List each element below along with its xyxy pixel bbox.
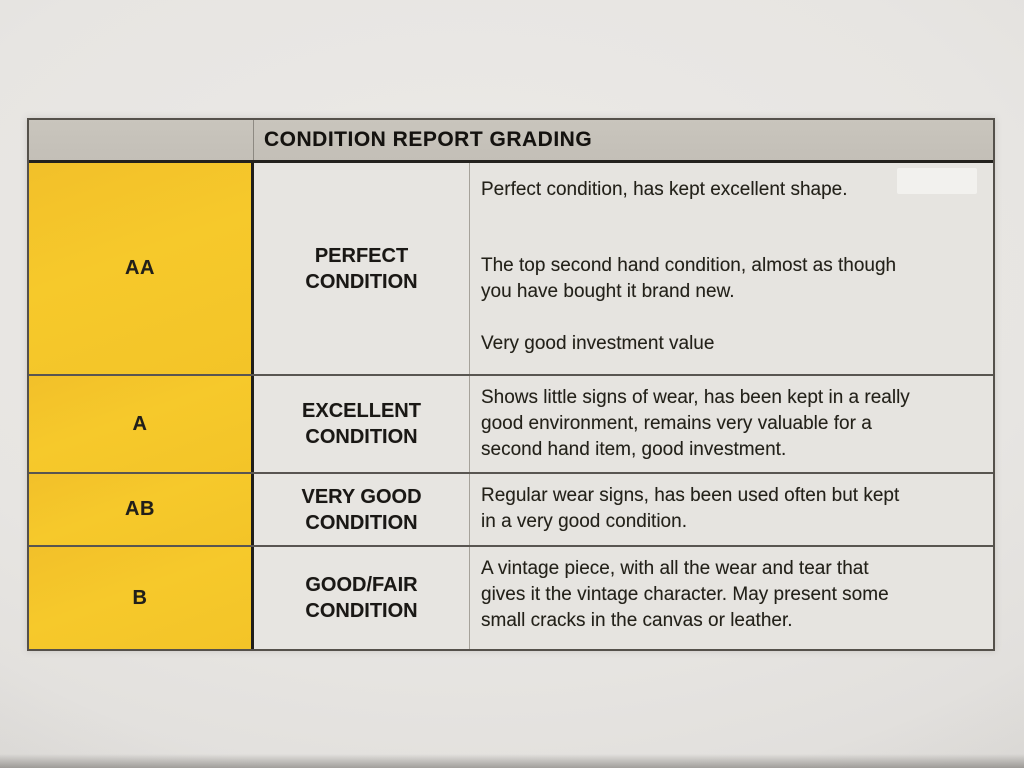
- condition-label-line: CONDITION: [305, 426, 418, 448]
- description-paragraph: A vintage piece, with all the wear and t…: [481, 556, 987, 634]
- description-line: gives it the vintage character. May pres…: [481, 584, 889, 605]
- table-row-ab: AB VERY GOOD CONDITION Regular wear sign…: [29, 472, 993, 545]
- grade-cell-a: A: [29, 376, 254, 472]
- grade-label: AB: [125, 498, 155, 520]
- description-line: good environment, remains very valuable …: [481, 413, 872, 434]
- description-line: Shows little signs of wear, has been kep…: [481, 387, 910, 408]
- description-line: Very good investment value: [481, 333, 715, 354]
- grade-cell-ab: AB: [29, 474, 254, 545]
- condition-cell-b: GOOD/FAIR CONDITION: [254, 547, 470, 649]
- description-paragraph: The top second hand condition, almost as…: [481, 253, 987, 305]
- description-paragraph: Very good investment value: [481, 331, 987, 357]
- table-row-b: B GOOD/FAIR CONDITION A vintage piece, w…: [29, 545, 993, 649]
- condition-label-line: CONDITION: [305, 270, 418, 293]
- condition-label-line: EXCELLENT: [302, 400, 421, 422]
- condition-cell-a: EXCELLENT CONDITION: [254, 376, 470, 472]
- grade-label: A: [132, 412, 148, 435]
- condition-label-line: GOOD/FAIR: [305, 574, 418, 596]
- table-row-aa: AA PERFECT CONDITION Perfect condition, …: [29, 163, 993, 374]
- condition-label-line: CONDITION: [305, 600, 418, 622]
- description-line: A vintage piece, with all the wear and t…: [481, 558, 869, 579]
- description-cell-ab: Regular wear signs, has been used often …: [470, 474, 993, 545]
- condition-label-line: VERY GOOD: [301, 485, 422, 508]
- description-line: Regular wear signs, has been used often …: [481, 485, 900, 506]
- grade-cell-aa: AA: [29, 163, 254, 374]
- condition-cell-aa: PERFECT CONDITION: [254, 163, 470, 374]
- grade-cell-b: B: [29, 547, 254, 649]
- description-line: The top second hand condition, almost as…: [481, 255, 897, 276]
- grade-label: B: [132, 586, 148, 609]
- header-spacer-cell: [29, 120, 254, 160]
- condition-label-line: PERFECT: [314, 244, 409, 267]
- description-paragraph: Regular wear signs, has been used often …: [481, 483, 987, 535]
- description-paragraph: Perfect condition, has kept excellent sh…: [481, 177, 987, 203]
- table-title: CONDITION REPORT GRADING: [264, 128, 593, 151]
- description-line: you have bought it brand new.: [481, 281, 735, 302]
- grade-label: AA: [125, 257, 155, 279]
- condition-label-line: CONDITION: [305, 511, 418, 534]
- description-cell-a: Shows little signs of wear, has been kep…: [470, 376, 993, 472]
- description-line: second hand item, good investment.: [481, 439, 787, 460]
- condition-grading-table: CONDITION REPORT GRADING AA PERFECT COND…: [27, 118, 995, 651]
- condition-cell-ab: VERY GOOD CONDITION: [254, 474, 470, 545]
- table-row-a: A EXCELLENT CONDITION Shows little signs…: [29, 374, 993, 472]
- description-line: in a very good condition.: [481, 511, 687, 532]
- description-line: Perfect condition, has kept excellent sh…: [481, 179, 848, 200]
- table-header-row: CONDITION REPORT GRADING: [29, 120, 993, 163]
- description-paragraph: Shows little signs of wear, has been kep…: [481, 385, 987, 463]
- description-line: small cracks in the canvas or leather.: [481, 610, 793, 631]
- description-cell-aa: Perfect condition, has kept excellent sh…: [470, 163, 993, 374]
- description-cell-b: A vintage piece, with all the wear and t…: [470, 547, 993, 649]
